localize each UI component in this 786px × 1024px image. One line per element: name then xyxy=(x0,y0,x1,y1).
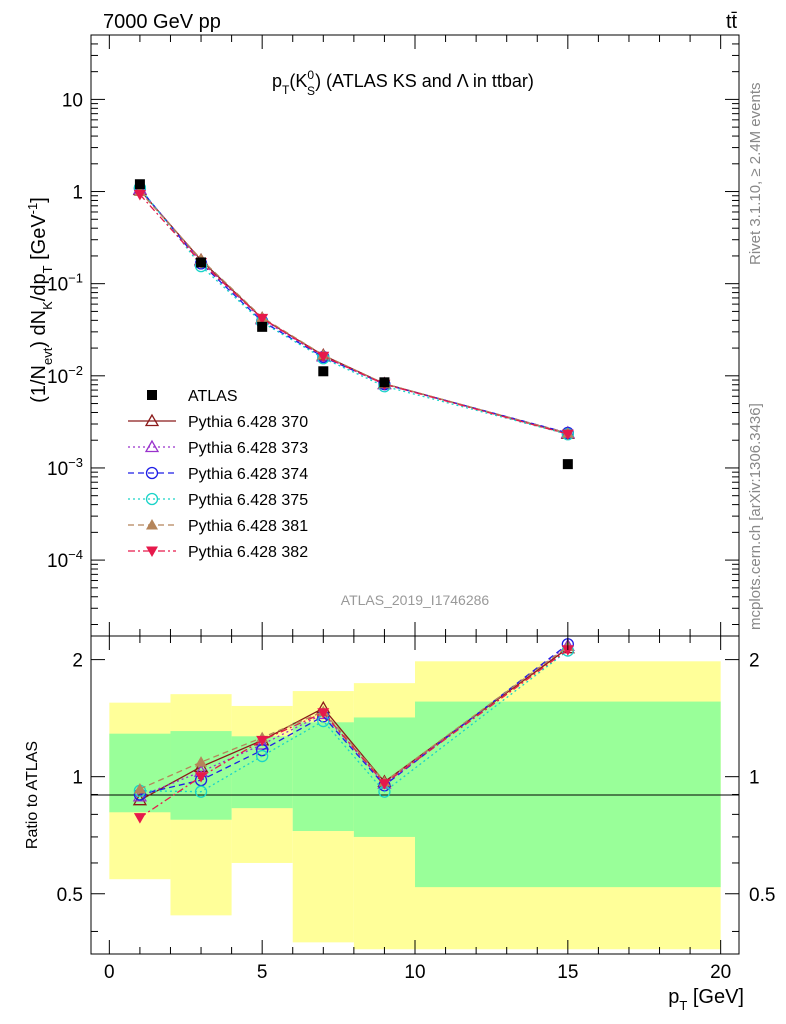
x-tick-label: 10 xyxy=(404,962,425,983)
title-p: p xyxy=(272,71,282,91)
svg-text:(1/Nevt) dNK/dpT [GeV-1]: (1/Nevt) dNK/dpT [GeV-1] xyxy=(25,197,55,403)
main-axis-ticks: 10−4 10−3 10−2 10−1 1 10 xyxy=(47,34,739,636)
x-axis-label: pT [GeV] xyxy=(668,986,744,1013)
legend-marker xyxy=(145,466,159,480)
legend-entry: Pythia 6.428 375 xyxy=(128,492,308,509)
ratio-line xyxy=(139,643,569,796)
legend-entry: Pythia 6.428 373 xyxy=(128,439,308,457)
green-band xyxy=(231,736,293,809)
data-point xyxy=(134,179,145,190)
legend-marker xyxy=(144,413,160,427)
data-point xyxy=(257,321,268,332)
analysis-label: ATLAS_2019_I1746286 xyxy=(341,592,490,608)
ratio-point xyxy=(194,785,208,798)
mcplots-label: mcplots.cern.ch [arXiv:1306.3436] xyxy=(747,403,764,630)
legend-marker xyxy=(145,492,159,506)
y-axis-label: (1/Nevt) dNK/dpT [GeV-1] xyxy=(25,197,55,403)
series-line xyxy=(139,191,568,434)
data-point xyxy=(318,366,329,377)
ratio-y-tick-label: 2 xyxy=(72,651,83,672)
ratio-y-tick-label: 0.5 xyxy=(57,885,83,906)
data-point xyxy=(379,377,390,388)
x-tick-label: 5 xyxy=(257,962,268,983)
collision-label: 7000 GeV pp xyxy=(103,11,221,33)
legend-label: Pythia 6.428 382 xyxy=(188,544,308,561)
ratio-point xyxy=(133,813,146,824)
ratio-y-tick-label: 1 xyxy=(72,768,83,789)
plot-title: pT(K0 S) (ATLAS KS and Λ in ttbar) xyxy=(272,68,534,98)
process-label: tt̄ xyxy=(726,11,738,33)
ratio-y-tick-label-right: 2 xyxy=(749,651,760,672)
ratio-pythia-6-428-382 xyxy=(133,645,574,824)
data-point xyxy=(317,351,330,363)
series-atlas xyxy=(134,179,573,470)
green-band xyxy=(292,722,354,831)
x-tick-label: 15 xyxy=(557,962,578,983)
legend-marker xyxy=(147,390,157,400)
green-band xyxy=(415,701,721,888)
legend-entry: Pythia 6.428 374 xyxy=(128,466,308,483)
ratio-axis-ticks: 0.5 0.51 12 20 5 10 15 20 xyxy=(57,636,775,983)
legend-marker xyxy=(144,439,160,453)
green-band xyxy=(109,733,171,813)
legend-label: Pythia 6.428 370 xyxy=(188,414,308,431)
ratio-point xyxy=(256,735,269,747)
legend-entry: Pythia 6.428 382 xyxy=(128,544,308,561)
legend: ATLAS Pythia 6.428 370 Pythia 6.428 373 Pyt… xyxy=(128,388,308,561)
data-point xyxy=(561,429,574,441)
legend-marker xyxy=(146,519,158,530)
legend-label: ATLAS xyxy=(188,388,238,405)
legend-entry: Pythia 6.428 381 xyxy=(128,518,308,535)
legend-label: Pythia 6.428 374 xyxy=(188,466,308,483)
ratio-line xyxy=(139,649,569,819)
data-point xyxy=(256,313,269,325)
legend-entry: Pythia 6.428 370 xyxy=(128,413,308,431)
ratio-y-tick-label-right: 0.5 xyxy=(749,885,775,906)
x-tick-label: 20 xyxy=(710,962,731,983)
legend-label: Pythia 6.428 375 xyxy=(188,492,308,509)
ratio-point xyxy=(195,756,208,767)
legend-label: Pythia 6.428 381 xyxy=(188,518,308,535)
ratio-y-label: Ratio to ATLAS xyxy=(24,741,41,849)
uncertainty-bands xyxy=(109,661,721,950)
ratio-line xyxy=(139,650,569,793)
ratio-point xyxy=(256,749,269,763)
y-tick-label: 10−1 xyxy=(47,271,83,296)
ratio-point xyxy=(195,772,208,783)
data-point xyxy=(133,189,146,201)
ratio-point xyxy=(133,782,146,794)
series-line xyxy=(139,194,569,435)
ratio-y-tick-label-right: 1 xyxy=(749,768,760,789)
ratio-series xyxy=(132,638,575,824)
x-tick-label: 0 xyxy=(104,962,115,983)
rivet-label: Rivet 3.1.10, ≥ 2.4M events xyxy=(747,83,764,266)
ratio-point xyxy=(317,708,330,719)
y-tick-label: 10 xyxy=(62,90,83,111)
legend-label: Pythia 6.428 373 xyxy=(188,440,308,457)
ratio-point xyxy=(255,737,270,750)
main-plot: 10−4 10−3 10−2 10−1 1 10 pT(K0 S) (ATLAS KS an… xyxy=(25,34,740,637)
legend-entry: ATLAS xyxy=(147,388,238,405)
ratio-line xyxy=(139,646,569,790)
legend-marker xyxy=(146,546,158,557)
y-tick-label: 10−3 xyxy=(47,455,83,480)
data-point xyxy=(562,459,573,470)
data-point xyxy=(196,257,207,268)
ratio-plot: 0.5 0.51 12 20 5 10 15 20 Ratio to ATLAS pT [Ge… xyxy=(24,635,775,1013)
y-tick-label: 10−2 xyxy=(47,363,83,388)
ratio-point xyxy=(378,779,391,790)
main-series xyxy=(132,179,575,470)
y-tick-label: 1 xyxy=(72,183,83,204)
y-tick-label: 10−4 xyxy=(47,547,83,572)
ratio-point xyxy=(561,645,574,656)
